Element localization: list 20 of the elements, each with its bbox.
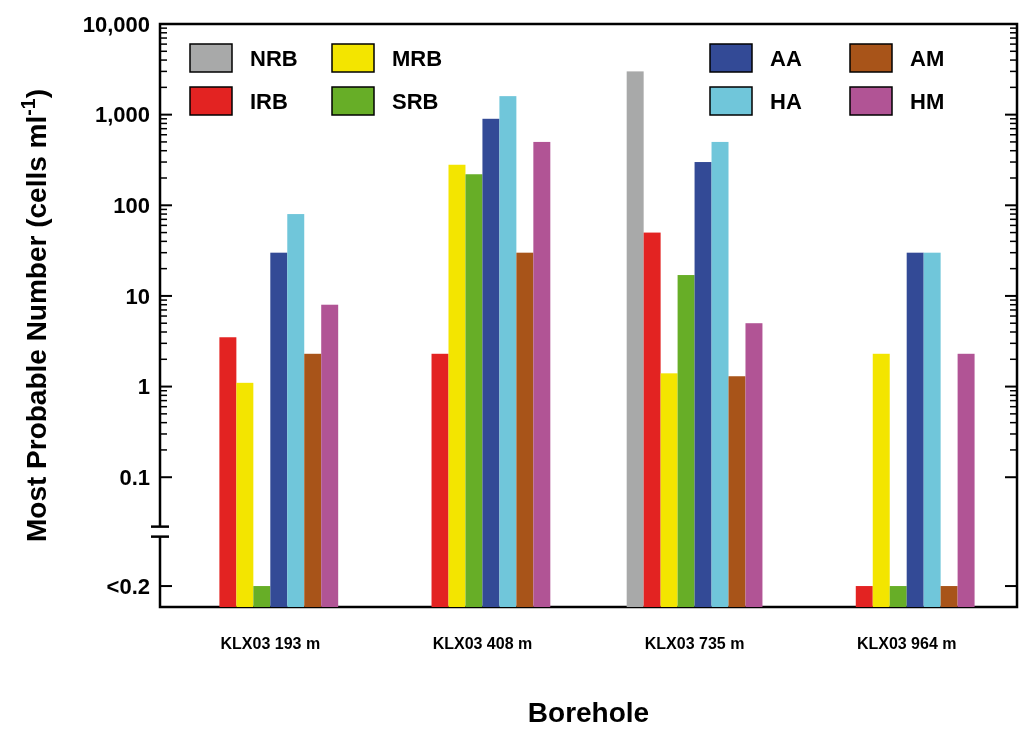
x-tick-label: KLX03 193 m xyxy=(220,635,321,652)
x-tick-label: KLX03 735 m xyxy=(644,635,745,652)
y-tick-label: 1 xyxy=(137,374,150,400)
x-axis-title: Borehole xyxy=(527,697,650,728)
y-tick-label: 100 xyxy=(113,192,150,218)
y-tick-label: 0.1 xyxy=(119,464,150,490)
y-tick-label: 10,000 xyxy=(82,11,150,37)
legend-label: HA xyxy=(770,88,802,114)
legend-label: AM xyxy=(910,45,945,71)
legend-label: AA xyxy=(770,45,802,71)
x-tick-label: KLX03 408 m xyxy=(432,635,533,652)
legend-label: NRB xyxy=(250,45,298,71)
legend-label: HM xyxy=(910,88,945,114)
y-tick-label: 1,000 xyxy=(94,102,150,128)
y-tick-label: <0.2 xyxy=(106,573,150,599)
y-tick-label: 10 xyxy=(125,283,150,309)
x-tick-label: KLX03 964 m xyxy=(856,635,957,652)
legend-label: IRB xyxy=(250,88,288,114)
legend-label: SRB xyxy=(392,88,439,114)
legend-label: MRB xyxy=(392,45,443,71)
